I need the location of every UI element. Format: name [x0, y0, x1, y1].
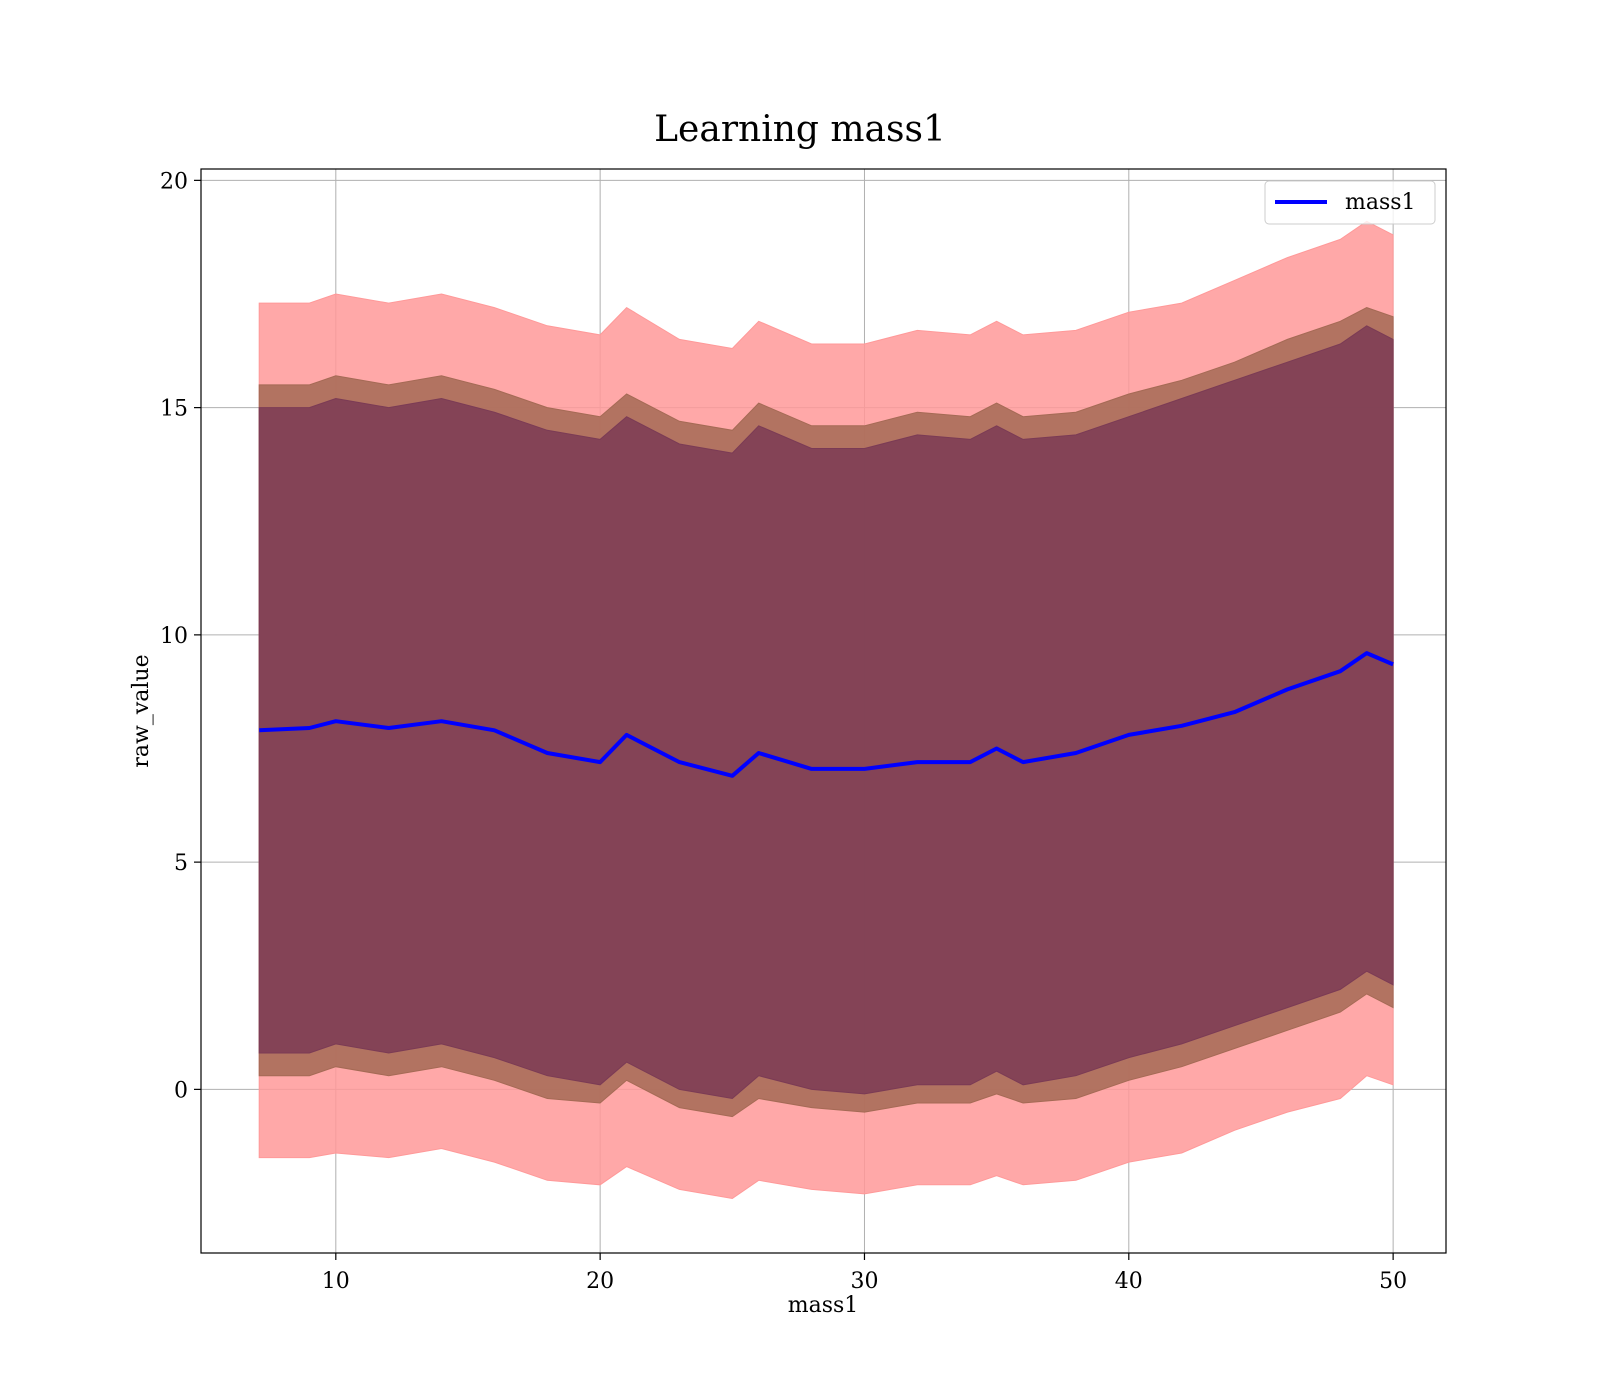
bands	[258, 220, 1394, 1200]
y-tick-label: 15	[160, 397, 188, 422]
x-tick-label: 30	[850, 1269, 878, 1294]
x-tick-label: 10	[322, 1269, 350, 1294]
x-axis-label: mass1	[788, 1293, 859, 1318]
y-tick-label: 0	[174, 1078, 188, 1103]
legend-label: mass1	[1345, 190, 1416, 215]
series-line-mass1	[259, 651, 1394, 778]
y-axis-label: raw_value	[129, 654, 154, 767]
y-tick-label: 20	[160, 169, 188, 194]
band-inner	[258, 325, 1394, 1100]
plot-frame	[200, 168, 1447, 1254]
legend-box	[1264, 180, 1436, 225]
series-lines	[259, 651, 1394, 778]
y-tick-label: 5	[174, 851, 188, 876]
x-tick-label: 50	[1379, 1269, 1407, 1294]
chart-title: Learning mass1	[654, 109, 946, 150]
y-tick-label: 10	[160, 624, 188, 649]
legend: mass1	[1264, 180, 1436, 225]
x-tick-label: 20	[586, 1269, 614, 1294]
ticks: 10 20 30 40 50 0 5 10 15 20	[160, 169, 1407, 1294]
x-tick-label: 40	[1115, 1269, 1143, 1294]
